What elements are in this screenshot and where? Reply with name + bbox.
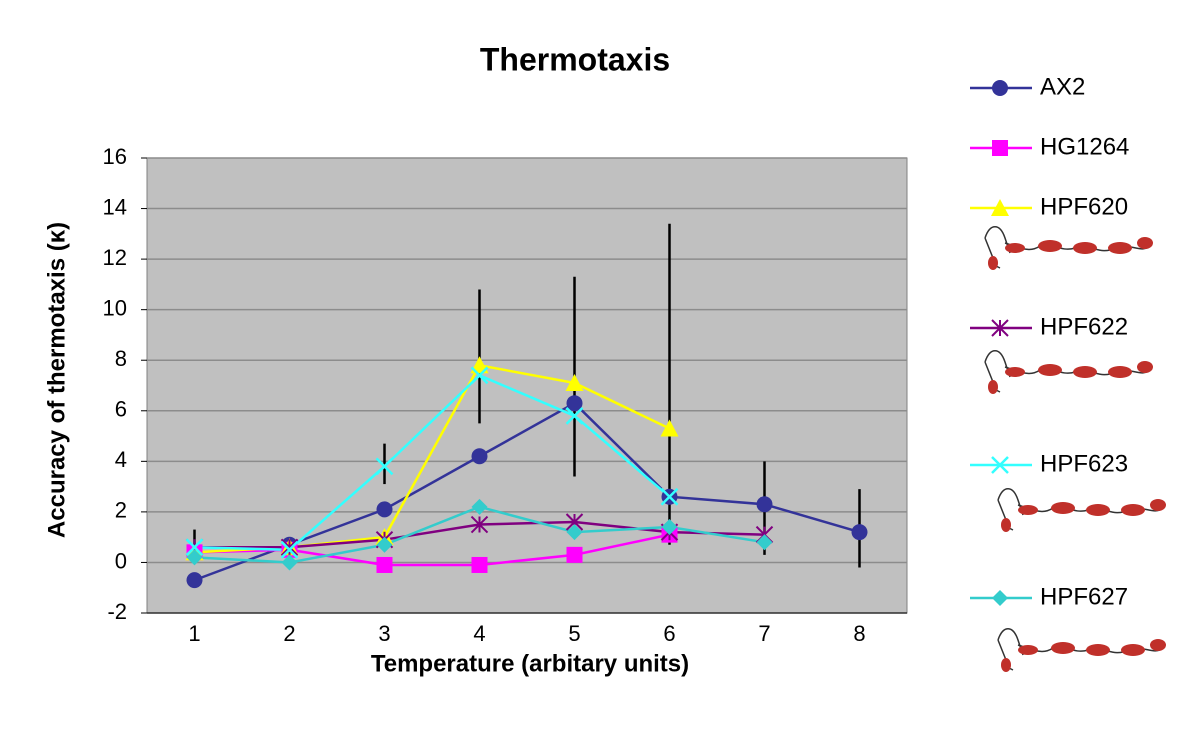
x-tick-label: 4 bbox=[473, 621, 485, 646]
data-point bbox=[756, 496, 773, 513]
data-point bbox=[565, 373, 584, 391]
legend-label: HG1264 bbox=[1040, 133, 1129, 160]
legend-item: HPF620 bbox=[970, 193, 1128, 220]
data-point bbox=[186, 572, 203, 589]
legend-label: AX2 bbox=[1040, 73, 1085, 100]
chart-title: Thermotaxis bbox=[480, 41, 670, 77]
legend-item: HG1264 bbox=[970, 133, 1129, 160]
protein-image bbox=[997, 488, 1167, 533]
data-point bbox=[376, 536, 393, 553]
x-tick-label: 3 bbox=[378, 621, 390, 646]
data-point bbox=[376, 501, 393, 518]
data-point bbox=[566, 524, 583, 541]
data-point bbox=[566, 395, 583, 412]
y-tick-label: 10 bbox=[103, 295, 127, 320]
x-tick-label: 6 bbox=[663, 621, 675, 646]
series-line bbox=[194, 401, 860, 582]
data-point bbox=[661, 519, 678, 536]
x-tick-label: 5 bbox=[568, 621, 580, 646]
data-point bbox=[281, 554, 298, 571]
y-tick-label: 0 bbox=[115, 548, 127, 573]
data-point bbox=[280, 538, 299, 556]
data-point bbox=[376, 556, 393, 573]
legend-item: HPF623 bbox=[970, 450, 1128, 477]
y-tick-label: 6 bbox=[115, 397, 127, 422]
legend-label: HPF623 bbox=[1040, 450, 1128, 477]
x-axis-title: Temperature (arbitary units) bbox=[371, 650, 689, 677]
legend-label: HPF622 bbox=[1040, 313, 1128, 340]
y-tick-label: 4 bbox=[115, 447, 127, 472]
series-line bbox=[194, 373, 671, 552]
data-point bbox=[851, 524, 868, 541]
x-tick-label: 7 bbox=[758, 621, 770, 646]
y-axis-title: Accuracy of thermotaxis (κ) bbox=[43, 222, 70, 538]
x-tick-label: 1 bbox=[188, 621, 200, 646]
data-point bbox=[660, 419, 679, 437]
protein-image bbox=[984, 226, 1154, 271]
x-tick-label: 2 bbox=[283, 621, 295, 646]
data-point bbox=[471, 556, 488, 573]
y-tick-label: 8 bbox=[115, 346, 127, 371]
y-tick-label: 2 bbox=[115, 498, 127, 523]
data-point bbox=[660, 487, 679, 506]
legend-label: HPF620 bbox=[1040, 193, 1128, 220]
x-tick-label: 8 bbox=[853, 621, 865, 646]
legend-marker bbox=[992, 590, 1008, 606]
legend-label: HPF627 bbox=[1040, 583, 1128, 610]
y-tick-label: 14 bbox=[103, 194, 127, 219]
y-tick-label: 16 bbox=[103, 144, 127, 169]
legend-marker bbox=[992, 140, 1008, 156]
data-point bbox=[566, 546, 583, 563]
data-point bbox=[280, 540, 299, 559]
y-tick-label: -2 bbox=[107, 599, 127, 624]
legend-item: HPF622 bbox=[970, 313, 1128, 340]
data-point bbox=[185, 538, 204, 557]
data-point bbox=[470, 515, 489, 534]
legend-item: AX2 bbox=[970, 73, 1085, 100]
legend-marker bbox=[991, 199, 1009, 216]
data-point bbox=[470, 366, 489, 385]
legend-marker bbox=[991, 319, 1009, 337]
protein-image bbox=[997, 628, 1167, 673]
legend-item: HPF627 bbox=[970, 583, 1128, 610]
plot-area bbox=[146, 157, 908, 614]
legend-marker bbox=[991, 456, 1009, 474]
data-point bbox=[756, 534, 773, 551]
data-point bbox=[375, 457, 394, 476]
protein-image bbox=[984, 350, 1154, 395]
legend-marker bbox=[992, 80, 1008, 96]
data-point bbox=[186, 549, 203, 566]
data-point bbox=[471, 448, 488, 465]
data-point bbox=[471, 498, 488, 515]
data-point bbox=[470, 356, 489, 374]
y-tick-label: 12 bbox=[103, 245, 127, 270]
data-point bbox=[565, 406, 584, 425]
